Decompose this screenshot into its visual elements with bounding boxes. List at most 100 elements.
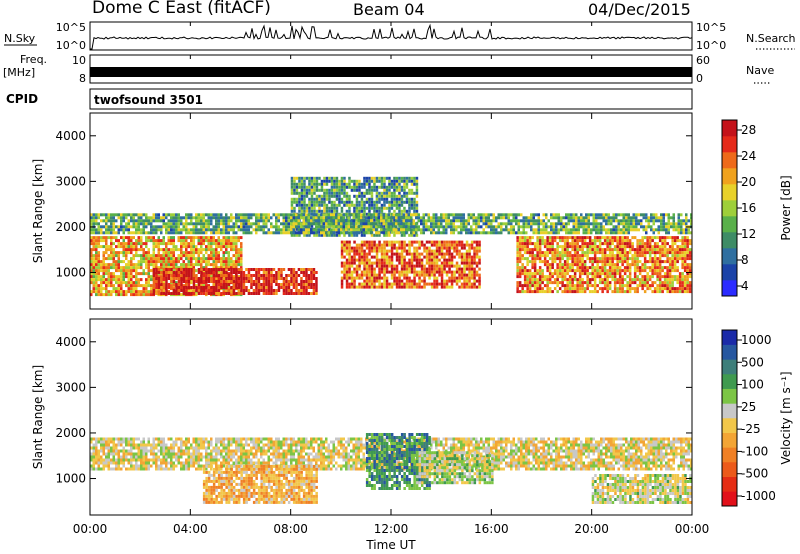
echo-cell xyxy=(596,257,599,261)
echo-cell xyxy=(683,266,687,270)
echo-cell xyxy=(300,289,303,292)
echo-cell xyxy=(115,239,118,243)
echo-cell xyxy=(162,271,166,274)
nsky-frame xyxy=(89,21,693,51)
echo-cell xyxy=(583,245,587,249)
echo-cell xyxy=(606,254,609,258)
echo-cell xyxy=(257,228,260,232)
echo-cell xyxy=(616,236,619,240)
echo-cell xyxy=(302,228,305,232)
echo-cell xyxy=(410,213,413,217)
echo-cell xyxy=(430,261,434,265)
echo-cell xyxy=(465,255,469,259)
echo-cell xyxy=(348,203,351,207)
echo-cell xyxy=(576,236,579,240)
echo-cell xyxy=(382,213,385,217)
echo-cell xyxy=(561,245,564,249)
echo-cell xyxy=(320,216,323,220)
echo-cell xyxy=(375,194,379,198)
echo-cell xyxy=(393,182,396,186)
echo-cell xyxy=(365,276,369,280)
echo-cell xyxy=(290,277,293,280)
echo-cell xyxy=(593,290,597,294)
echo-cell xyxy=(202,260,205,264)
echo-cell xyxy=(275,219,278,223)
echo-cell xyxy=(262,231,265,235)
echo-cell xyxy=(521,239,524,243)
echo-cell xyxy=(267,289,271,292)
echo-cell xyxy=(370,219,373,223)
echo-cell xyxy=(415,185,419,189)
echo-cell xyxy=(633,263,637,267)
echo-cell xyxy=(323,194,326,198)
echo-cell xyxy=(117,290,120,294)
echo-cell xyxy=(240,213,243,217)
echo-cell xyxy=(661,251,664,255)
echo-cell xyxy=(648,269,652,273)
echo-cell xyxy=(633,251,637,255)
echo-cell xyxy=(305,271,308,274)
echo-cell xyxy=(390,261,394,265)
echo-cell xyxy=(95,213,98,217)
echo-cell xyxy=(400,252,404,256)
echo-cell xyxy=(245,222,248,226)
echo-cell xyxy=(303,176,306,180)
echo-cell xyxy=(225,271,228,274)
echo-cell xyxy=(383,188,386,192)
echo-cell xyxy=(267,271,271,274)
echo-cell xyxy=(343,249,346,253)
echo-cell xyxy=(333,179,336,183)
echo-cell xyxy=(185,228,188,232)
echo-cell xyxy=(578,275,582,279)
echo-cell xyxy=(558,266,562,270)
echo-cell xyxy=(586,248,589,252)
echo-cell xyxy=(165,213,168,217)
echo-cell xyxy=(410,197,414,201)
echo-cell xyxy=(671,278,674,282)
echo-cell xyxy=(297,216,300,220)
echo-cell xyxy=(388,206,391,210)
echo-cell xyxy=(688,254,692,258)
echo-cell xyxy=(638,239,642,243)
echo-cell xyxy=(295,216,298,220)
echo-cell xyxy=(157,266,160,270)
echo-cell xyxy=(661,284,664,288)
echo-cell xyxy=(561,236,564,240)
echo-cell xyxy=(417,225,420,229)
echo-cell xyxy=(395,267,399,271)
echo-cell xyxy=(355,200,359,204)
echo-cell xyxy=(347,219,350,223)
echo-cell xyxy=(621,269,624,273)
echo-cell xyxy=(167,277,171,280)
echo-cell xyxy=(358,285,361,289)
echo-cell xyxy=(606,278,609,282)
echo-cell xyxy=(390,219,393,223)
echo-cell xyxy=(145,260,148,264)
echo-cell xyxy=(120,272,123,276)
echo-cell xyxy=(378,279,381,283)
echo-cell xyxy=(300,191,304,195)
echo-cell xyxy=(412,213,415,217)
echo-cell xyxy=(285,228,288,232)
echo-cell xyxy=(668,281,672,285)
echo-cell xyxy=(345,185,349,189)
echo-cell xyxy=(190,292,193,295)
echo-cell xyxy=(165,248,168,252)
echo-cell xyxy=(681,236,684,240)
echo-cell xyxy=(115,213,118,217)
echo-cell xyxy=(395,176,399,180)
echo-cell xyxy=(227,225,230,229)
echo-cell xyxy=(137,219,140,223)
echo-cell xyxy=(180,231,183,235)
echo-cell xyxy=(192,271,196,274)
echo-cell xyxy=(290,225,293,229)
echo-cell xyxy=(601,260,604,264)
nsky-label: N.Sky xyxy=(4,32,36,45)
echo-cell xyxy=(167,222,170,226)
echo-cell xyxy=(606,272,609,276)
echo-cell xyxy=(127,213,130,217)
echo-cell xyxy=(333,200,336,204)
echo-cell xyxy=(300,283,303,286)
echo-cell xyxy=(571,269,574,273)
echo-cell xyxy=(380,264,384,268)
